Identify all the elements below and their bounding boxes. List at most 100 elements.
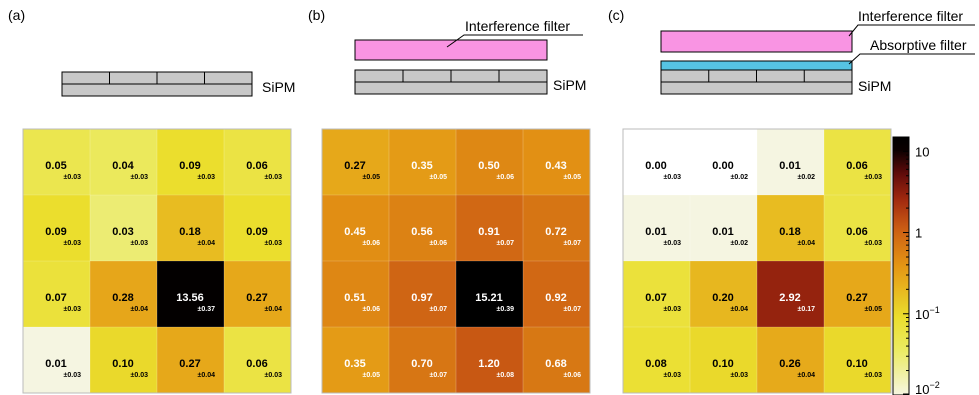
sipm-label-c: SiPM (858, 78, 891, 94)
heatmap-cell (824, 195, 891, 261)
cell-error: ±0.05 (363, 372, 381, 379)
heatmap-cell (523, 261, 590, 327)
cell-error: ±0.08 (497, 372, 515, 379)
interference-label-b: Interference filter (465, 18, 570, 34)
colorbar-tick-exponent: −2 (929, 380, 939, 390)
cell-value: 0.01 (645, 226, 666, 238)
sipm-diagram-c (660, 69, 853, 95)
cell-value: 0.07 (645, 292, 666, 304)
heatmap-cell (623, 327, 690, 393)
heatmap-cell (623, 261, 690, 327)
cell-value: 0.97 (411, 292, 432, 304)
cell-error: ±0.03 (198, 174, 216, 181)
heatmap-cell (523, 195, 590, 261)
heatmap-cell (322, 129, 389, 195)
colorbar-tick-label: 10−2 (915, 380, 940, 395)
cell-value: 0.01 (45, 358, 66, 370)
cell-error: ±0.03 (64, 306, 82, 313)
cell-value: 0.10 (712, 358, 733, 370)
cell-error: ±0.04 (131, 306, 149, 313)
cell-error: ±0.07 (430, 372, 448, 379)
heatmap-cell (690, 261, 757, 327)
colorbar-tick-label: 10 (915, 144, 929, 159)
heatmap-cell (23, 195, 90, 261)
absorptive-filter-c (660, 60, 853, 71)
cell-value: 0.05 (45, 160, 66, 172)
cell-error: ±0.17 (798, 306, 816, 313)
cell-value: 0.72 (545, 226, 566, 238)
cell-value: 0.91 (478, 226, 499, 238)
cell-value: 0.03 (112, 226, 133, 238)
heatmap-cell (824, 261, 891, 327)
heatmap-cell (824, 327, 891, 393)
interference-leader-b (446, 34, 583, 48)
colorbar (892, 136, 910, 395)
sipm-label-a: SiPM (262, 79, 295, 95)
heatmap-cell (456, 195, 523, 261)
cell-error: ±0.06 (497, 174, 515, 181)
heatmap-cell (623, 195, 690, 261)
heatmap-cell (90, 261, 157, 327)
heatmap-cell (757, 195, 824, 261)
heatmap-cell (322, 327, 389, 393)
cell-value: 0.06 (246, 160, 267, 172)
cell-value: 0.28 (112, 292, 133, 304)
cell-error: ±0.37 (198, 306, 216, 313)
cell-value: 0.10 (112, 358, 133, 370)
cell-value: 0.20 (712, 292, 733, 304)
heatmap-cell (23, 327, 90, 393)
heatmap-cell (389, 129, 456, 195)
interference-label-c: Interference filter (858, 8, 963, 24)
heatmap-cell (824, 129, 891, 195)
heatmap-cell (456, 261, 523, 327)
heatmap-cell (623, 129, 690, 195)
cell-error: ±0.03 (664, 306, 682, 313)
heatmap-cell (523, 129, 590, 195)
panel-label-a: (a) (8, 7, 25, 23)
absorptive-label-c: Absorptive filter (870, 37, 967, 53)
heatmap-c: 0.00 ±0.03 0.00 ±0.02 0.01 ±0.02 0.06 ±0.03 0.01… (622, 128, 892, 394)
cell-error: ±0.07 (564, 240, 582, 247)
cell-error: ±0.04 (798, 240, 816, 247)
cell-error: ±0.04 (798, 372, 816, 379)
colorbar-tick-label: 10−1 (915, 305, 940, 322)
cell-value: 0.09 (45, 226, 66, 238)
cell-value: 0.01 (712, 226, 733, 238)
cell-error: ±0.03 (265, 372, 283, 379)
cell-value: 0.26 (779, 358, 800, 370)
cell-value: 13.56 (176, 292, 204, 304)
heatmap-cell (456, 327, 523, 393)
absorptive-leader-c (848, 53, 975, 65)
cell-value: 0.10 (846, 358, 867, 370)
cell-error: ±0.03 (664, 174, 682, 181)
cell-error: ±0.07 (564, 306, 582, 313)
sipm-diagram-b (354, 69, 548, 95)
cell-error: ±0.03 (64, 372, 82, 379)
heatmap-cell (690, 129, 757, 195)
cell-value: 0.06 (846, 226, 867, 238)
cell-error: ±0.07 (497, 240, 515, 247)
cell-value: 0.50 (478, 160, 499, 172)
heatmap-cell (757, 261, 824, 327)
sipm-diagram-a (61, 71, 253, 97)
cell-value: 0.27 (246, 292, 267, 304)
cell-error: ±0.04 (198, 372, 216, 379)
cell-value: 0.45 (344, 226, 365, 238)
panel-label-c: (c) (608, 7, 624, 23)
cell-error: ±0.06 (430, 240, 448, 247)
cell-value: 0.35 (411, 160, 432, 172)
cell-value: 0.00 (645, 160, 666, 172)
cell-error: ±0.05 (363, 174, 381, 181)
heatmap-cell (389, 195, 456, 261)
cell-value: 0.27 (846, 292, 867, 304)
heatmap-frame (321, 128, 591, 394)
cell-error: ±0.03 (865, 174, 883, 181)
cell-value: 0.68 (545, 358, 566, 370)
interference-filter-c (660, 30, 853, 53)
cell-error: ±0.03 (131, 174, 149, 181)
panel-label-b: (b) (308, 7, 325, 23)
heatmap-cell (322, 261, 389, 327)
cell-value: 0.00 (712, 160, 733, 172)
cell-error: ±0.05 (564, 174, 582, 181)
